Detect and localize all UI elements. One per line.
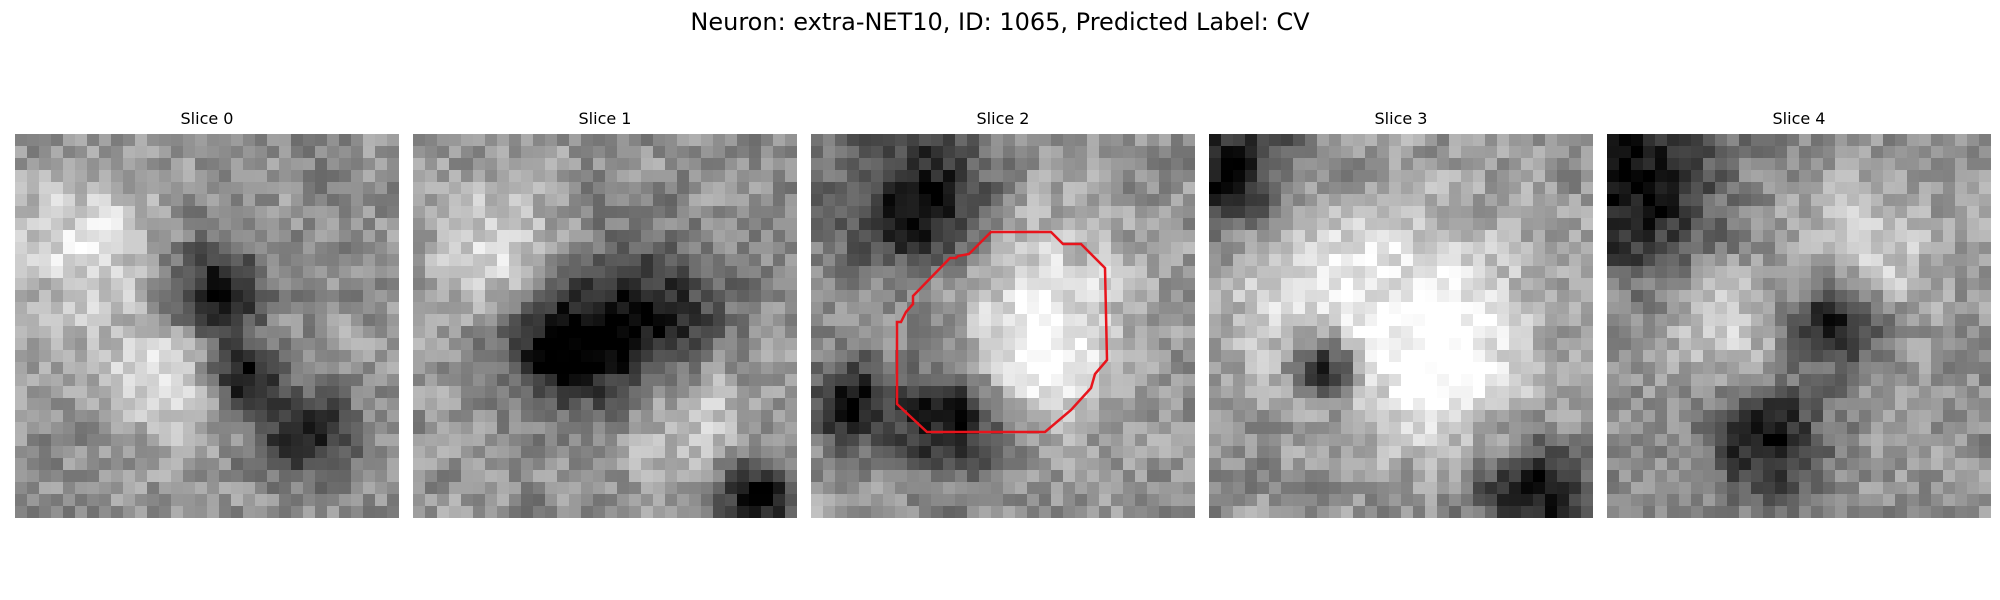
slice-image-3 xyxy=(1209,134,1593,518)
figure-title: Neuron: extra-NET10, ID: 1065, Predicted… xyxy=(690,8,1310,36)
slice-title-3: Slice 3 xyxy=(1374,109,1428,128)
slice-image-0 xyxy=(15,134,399,518)
slice-image-1 xyxy=(413,134,797,518)
slice-title-2: Slice 2 xyxy=(976,109,1030,128)
slice-title-1: Slice 1 xyxy=(578,109,632,128)
slice-title-0: Slice 0 xyxy=(180,109,234,128)
slice-image-2 xyxy=(811,134,1195,518)
roi-outline xyxy=(895,230,1109,434)
slice-image-4 xyxy=(1607,134,1991,518)
slice-title-4: Slice 4 xyxy=(1772,109,1826,128)
